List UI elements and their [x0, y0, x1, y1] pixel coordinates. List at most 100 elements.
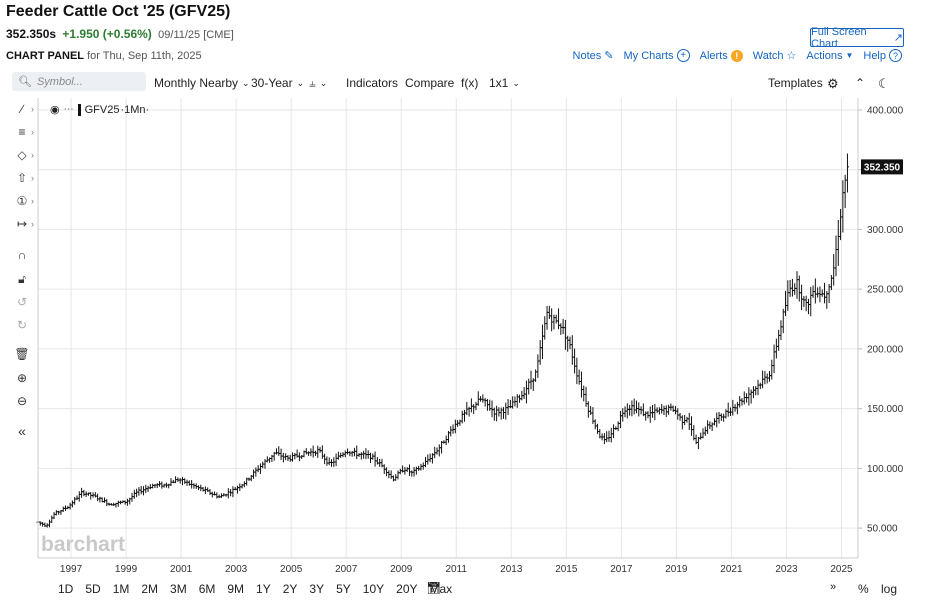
alerts-link[interactable]: Alerts!: [700, 49, 743, 62]
top-links: Notes ✎ My Charts + Alerts! Watch ☆ Actions…: [573, 49, 902, 62]
ohlc-bar: [483, 397, 487, 407]
period-3m[interactable]: 3M: [170, 582, 187, 596]
ohlc-bar: [623, 406, 627, 418]
ohlc-bar: [616, 421, 620, 432]
chevron-double-down-icon[interactable]: »: [830, 581, 837, 593]
ohlc-bar: [749, 389, 753, 404]
ohlc-bar: [559, 323, 563, 335]
fib-icon[interactable]: ≡: [18, 125, 26, 139]
ohlc-bar: [499, 407, 503, 420]
full-screen-button[interactable]: Full Screen Chart ↗: [810, 26, 904, 50]
undo-icon[interactable]: ↺: [16, 295, 28, 309]
period-max[interactable]: Max: [429, 582, 453, 596]
layout-dropdown[interactable]: 1x1 ⌄: [489, 76, 520, 90]
arrow-icon[interactable]: ⇧: [16, 171, 28, 185]
chart-type-dropdown[interactable]: ⫨ ⌄: [309, 76, 327, 91]
my-charts-label: My Charts: [623, 49, 674, 62]
ohlc-bar: [582, 385, 586, 402]
chart-panel-date: for Thu, Sep 11th, 2025: [87, 50, 202, 62]
ohlc-bar: [185, 479, 189, 486]
ohlc-bar: [795, 271, 799, 299]
period-5y[interactable]: 5Y: [336, 582, 351, 596]
period-1d[interactable]: 1D: [58, 582, 74, 596]
ohlc-bar: [662, 405, 666, 416]
ohlc-bar: [529, 370, 533, 390]
lock-icon[interactable]: 🔓︎: [18, 271, 26, 286]
actions-menu[interactable]: Actions ▼: [806, 50, 853, 62]
trash-icon[interactable]: 🗑︎: [14, 347, 30, 361]
help-link[interactable]: Help?: [863, 49, 902, 62]
redo-icon[interactable]: ↻: [16, 318, 28, 332]
chevron-right-icon[interactable]: ›: [31, 150, 34, 160]
fx-button[interactable]: f(x): [461, 76, 479, 90]
period-9m[interactable]: 9M: [227, 582, 245, 596]
notes-link[interactable]: Notes ✎: [573, 49, 614, 63]
watch-link[interactable]: Watch ☆: [753, 49, 797, 63]
ohlc-bar: [77, 491, 81, 502]
percent-toggle[interactable]: %: [858, 582, 869, 596]
ohlc-bar: [653, 403, 657, 421]
ohlc-bar: [589, 406, 593, 415]
x-tick-label: 2013: [500, 564, 523, 575]
log-toggle[interactable]: log: [881, 582, 898, 596]
ohlc-bar: [61, 506, 65, 512]
x-tick-label: 2015: [555, 564, 578, 575]
collapse-up-icon[interactable]: ⌃: [855, 76, 866, 90]
period-3y[interactable]: 3Y: [309, 582, 325, 596]
more-icon[interactable]: ⋯: [63, 104, 74, 115]
chevron-right-icon[interactable]: ›: [31, 196, 34, 206]
my-charts-link[interactable]: My Charts +: [623, 49, 690, 62]
ohlc-bar: [437, 444, 441, 457]
dark-mode-icon[interactable]: ☾: [878, 76, 890, 91]
zoom-in-icon[interactable]: ⊕: [16, 371, 28, 385]
shape-icon[interactable]: ◇: [17, 148, 27, 162]
last-price-tag: 352.350: [864, 162, 901, 173]
ohlc-bar: [318, 447, 322, 453]
symbol-search[interactable]: 🔍︎ Symbol...: [12, 72, 146, 91]
chevron-right-icon[interactable]: ›: [31, 104, 34, 114]
period-2y[interactable]: 2Y: [282, 582, 298, 596]
ohlc-bar: [557, 308, 561, 330]
gear-icon[interactable]: ⚙: [827, 76, 839, 91]
period-dropdown[interactable]: Monthly Nearby ⌄: [154, 76, 250, 90]
ohlc-bar: [160, 481, 164, 489]
layout-label: 1x1: [489, 76, 509, 90]
chevron-right-icon[interactable]: ›: [31, 219, 34, 229]
magnet-icon[interactable]: ∩: [17, 248, 27, 262]
period-1y[interactable]: 1Y: [256, 582, 271, 596]
chevron-down-icon: ⌄: [319, 78, 328, 88]
ohlc-bar: [722, 413, 726, 422]
collapse-icon[interactable]: «: [18, 423, 26, 439]
x-tick-label: 2023: [775, 564, 798, 575]
eye-icon[interactable]: ◉: [50, 104, 60, 116]
period-20y[interactable]: 20Y: [396, 582, 418, 596]
ohlc-bar: [781, 308, 785, 334]
chevron-right-icon[interactable]: ›: [31, 127, 34, 137]
compare-button[interactable]: Compare: [405, 76, 455, 90]
measure-icon[interactable]: ↦: [16, 217, 28, 231]
ohlc-bar: [687, 412, 691, 431]
trendline-icon[interactable]: ∕: [20, 102, 23, 116]
chevron-right-icon[interactable]: ›: [31, 173, 34, 183]
ohlc-bar: [726, 402, 730, 417]
ohlc-bar: [116, 500, 120, 507]
x-tick-label: 1997: [60, 564, 83, 575]
indicators-button[interactable]: Indicators: [346, 76, 399, 90]
period-6m[interactable]: 6M: [198, 582, 216, 596]
templates-button[interactable]: Templates: [768, 76, 823, 90]
calendar-icon[interactable]: 📅︎: [426, 581, 442, 595]
period-5d[interactable]: 5D: [85, 582, 101, 596]
period-2m[interactable]: 2M: [141, 582, 159, 596]
period-10y[interactable]: 10Y: [362, 582, 385, 596]
ohlc-bar: [625, 403, 629, 419]
ohlc-bars: [36, 153, 849, 528]
period-1m[interactable]: 1M: [112, 582, 130, 596]
ohlc-bar: [823, 282, 827, 304]
range-dropdown[interactable]: 30-Year ⌄: [251, 76, 304, 90]
ohlc-bar: [320, 445, 324, 459]
zoom-out-icon[interactable]: ⊖: [16, 394, 28, 408]
annotation-icon[interactable]: ①: [16, 194, 28, 208]
ohlc-bar: [628, 404, 632, 416]
ohlc-bar: [602, 433, 606, 445]
